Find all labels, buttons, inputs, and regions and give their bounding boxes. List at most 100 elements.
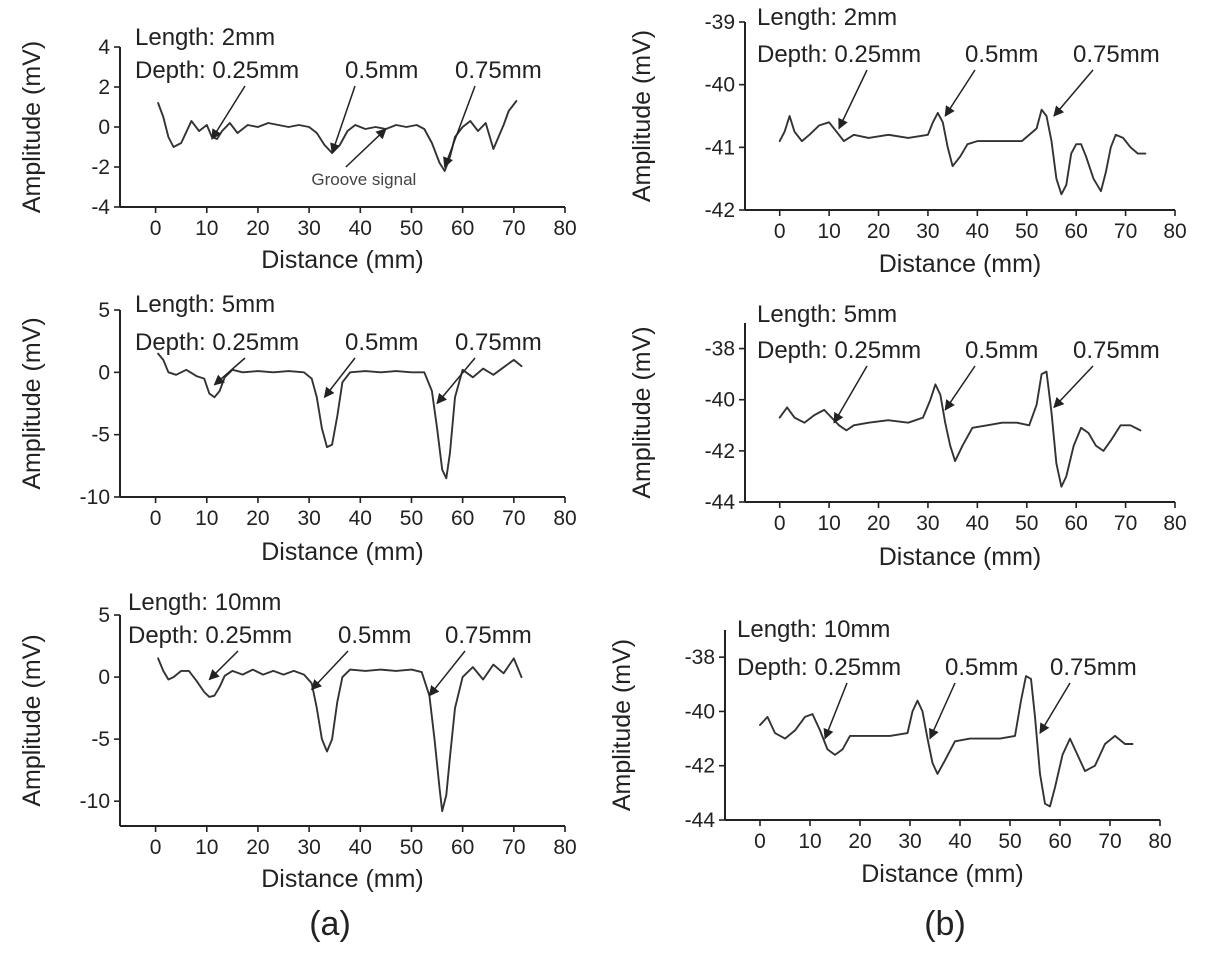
x-tick-label: 10 (195, 507, 218, 530)
y-tick-label: -41 (705, 136, 735, 159)
x-tick-label: 70 (1114, 512, 1137, 535)
length-label: Length: 5mm (757, 301, 897, 328)
x-tick-label: 40 (948, 830, 971, 853)
groove-signal-label: Groove signal (311, 170, 416, 189)
y-axis-title: Amplitude (mV) (608, 639, 636, 811)
y-tick-label: 0 (98, 361, 110, 384)
x-tick-label: 30 (297, 507, 320, 530)
depth-label-3: 0.75mm (1050, 654, 1137, 681)
groove-arrow (310, 650, 349, 691)
x-tick-label: 0 (774, 512, 786, 535)
x-tick-label: 30 (297, 217, 320, 240)
groove-arrow (443, 85, 476, 168)
groove-arrow (330, 85, 356, 154)
length-label: Length: 10mm (737, 616, 890, 643)
x-tick-label: 50 (400, 217, 423, 240)
x-tick-label: 40 (966, 512, 989, 535)
x-tick-label: 30 (916, 220, 939, 243)
y-tick-label: -40 (705, 74, 735, 97)
x-tick-label: 70 (502, 507, 525, 530)
y-tick-label: -2 (91, 156, 110, 179)
depth-label: Depth: 0.25mm (128, 622, 292, 649)
y-axis-title: Amplitude (mV) (628, 326, 656, 498)
x-tick-label: 30 (297, 836, 320, 859)
x-tick-label: 80 (1148, 830, 1171, 853)
x-tick-label: 60 (1064, 512, 1087, 535)
y-tick-label: -5 (91, 424, 110, 447)
x-tick-label: 80 (553, 217, 576, 240)
signal-series-line (759, 675, 1134, 808)
x-tick-label: 0 (150, 836, 162, 859)
y-tick-label: -40 (685, 700, 715, 723)
x-tick-label: 50 (1015, 512, 1038, 535)
length-label: Length: 2mm (135, 24, 275, 51)
y-tick-label: -42 (705, 440, 735, 463)
x-tick-label: 20 (246, 507, 269, 530)
depth-label: Depth: 0.25mm (757, 41, 921, 68)
y-tick-label: -39 (705, 11, 735, 34)
x-tick-label: 10 (195, 217, 218, 240)
depth-label-2: 0.5mm (338, 622, 411, 649)
chart-panel-4: -42 -41 -40 -39 0 10 20 30 40 50 60 70 80 Distance (m… (628, 4, 1187, 278)
y-tick-label: -5 (91, 728, 110, 751)
x-tick-label: 10 (817, 512, 840, 535)
groove-arrow (213, 357, 246, 386)
groove-arrow (838, 69, 868, 130)
y-axis-title: Amplitude (mV) (18, 41, 46, 213)
x-tick-label: 30 (916, 512, 939, 535)
x-tick-label: 20 (848, 830, 871, 853)
depth-label-3: 0.75mm (455, 57, 542, 84)
depth-label-3: 0.75mm (455, 329, 542, 356)
x-tick-label: 70 (1098, 830, 1121, 853)
y-tick-label: -44 (705, 491, 736, 514)
depth-label: Depth: 0.25mm (737, 654, 901, 681)
y-tick-label: -40 (705, 389, 735, 412)
x-tick-label: 0 (774, 220, 786, 243)
x-tick-label: 50 (998, 830, 1021, 853)
y-tick-label: 0 (98, 666, 110, 689)
y-tick-label: 4 (98, 36, 110, 59)
x-tick-label: 20 (867, 220, 890, 243)
groove-arrow (823, 682, 848, 740)
groove-arrow (428, 650, 466, 697)
y-tick-label: -4 (91, 196, 110, 219)
x-tick-label: 40 (349, 836, 372, 859)
groove-arrow (1039, 682, 1071, 735)
depth-label-2: 0.5mm (965, 337, 1038, 364)
groove-arrow (211, 85, 246, 140)
x-tick-label: 20 (246, 217, 269, 240)
y-axis-title: Amplitude (mV) (628, 30, 656, 202)
x-tick-label: 0 (150, 217, 162, 240)
x-tick-label: 60 (451, 507, 474, 530)
signal-series-line (778, 108, 1147, 196)
y-tick-label: -10 (80, 790, 110, 813)
x-tick-label: 20 (867, 512, 890, 535)
y-tick-label: -10 (80, 486, 110, 509)
x-tick-label: 50 (400, 507, 423, 530)
y-tick-label: 5 (98, 604, 110, 627)
x-tick-label: 10 (817, 220, 840, 243)
x-tick-label: 0 (150, 507, 162, 530)
x-tick-label: 50 (400, 836, 423, 859)
x-tick-label: 70 (1114, 220, 1137, 243)
depth-label-3: 0.75mm (1073, 337, 1160, 364)
groove-arrow (944, 365, 976, 411)
y-tick-label: 5 (98, 299, 110, 322)
x-tick-label: 60 (451, 836, 474, 859)
x-tick-label: 70 (502, 217, 525, 240)
depth-label-3: 0.75mm (445, 622, 532, 649)
signal-series-line (157, 352, 523, 480)
groove-arrow (833, 365, 868, 424)
depth-label-3: 0.75mm (1073, 41, 1160, 68)
x-tick-label: 20 (246, 836, 269, 859)
x-tick-label: 10 (195, 836, 218, 859)
x-axis-title: Distance (mm) (261, 538, 424, 566)
y-axis-title: Amplitude (mV) (18, 634, 46, 806)
depth-label: Depth: 0.25mm (757, 337, 921, 364)
depth-label: Depth: 0.25mm (135, 57, 299, 84)
x-axis-title: Distance (mm) (879, 250, 1042, 278)
x-axis-title: Distance (mm) (879, 543, 1042, 571)
